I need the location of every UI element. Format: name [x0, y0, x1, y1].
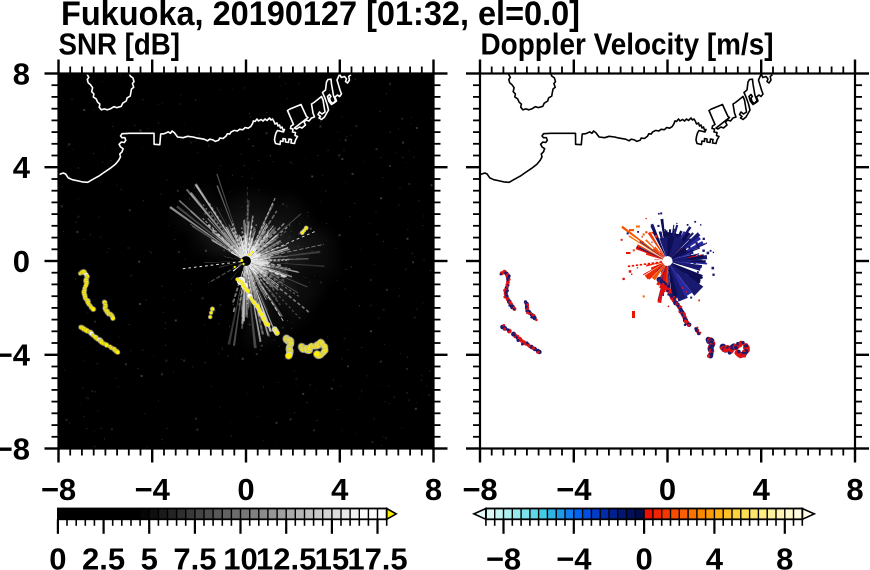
svg-text:0: 0: [49, 542, 66, 570]
svg-text:−8: −8: [462, 472, 497, 507]
svg-text:0: 0: [635, 542, 652, 570]
svg-text:8: 8: [776, 542, 793, 570]
svg-text:0: 0: [237, 472, 254, 507]
svg-text:5: 5: [141, 542, 158, 570]
svg-text:8: 8: [846, 472, 863, 507]
svg-text:8: 8: [425, 472, 442, 507]
svg-text:4: 4: [706, 542, 724, 570]
svg-text:15: 15: [315, 542, 349, 570]
svg-text:−4: −4: [556, 472, 592, 507]
svg-text:−8: −8: [41, 472, 76, 507]
svg-text:Doppler Velocity [m/s]: Doppler Velocity [m/s]: [481, 27, 774, 62]
svg-text:2.5: 2.5: [82, 542, 125, 570]
svg-text:Fukuoka, 20190127 [01:32, el=0: Fukuoka, 20190127 [01:32, el=0.0]: [61, 0, 580, 33]
svg-text:10: 10: [223, 542, 257, 570]
svg-text:8: 8: [13, 56, 30, 91]
svg-text:SNR [dB]: SNR [dB]: [59, 27, 181, 62]
svg-text:−4: −4: [0, 338, 31, 373]
svg-text:−4: −4: [135, 472, 171, 507]
svg-text:−4: −4: [556, 542, 592, 570]
svg-text:0: 0: [13, 244, 30, 279]
svg-text:12.5: 12.5: [256, 542, 316, 570]
svg-text:0: 0: [659, 472, 676, 507]
svg-text:4: 4: [753, 472, 771, 507]
svg-text:−8: −8: [0, 431, 30, 466]
svg-text:4: 4: [331, 472, 349, 507]
svg-text:17.5: 17.5: [347, 542, 407, 570]
svg-text:−8: −8: [486, 542, 521, 570]
svg-text:7.5: 7.5: [173, 542, 216, 570]
svg-text:4: 4: [13, 150, 31, 185]
